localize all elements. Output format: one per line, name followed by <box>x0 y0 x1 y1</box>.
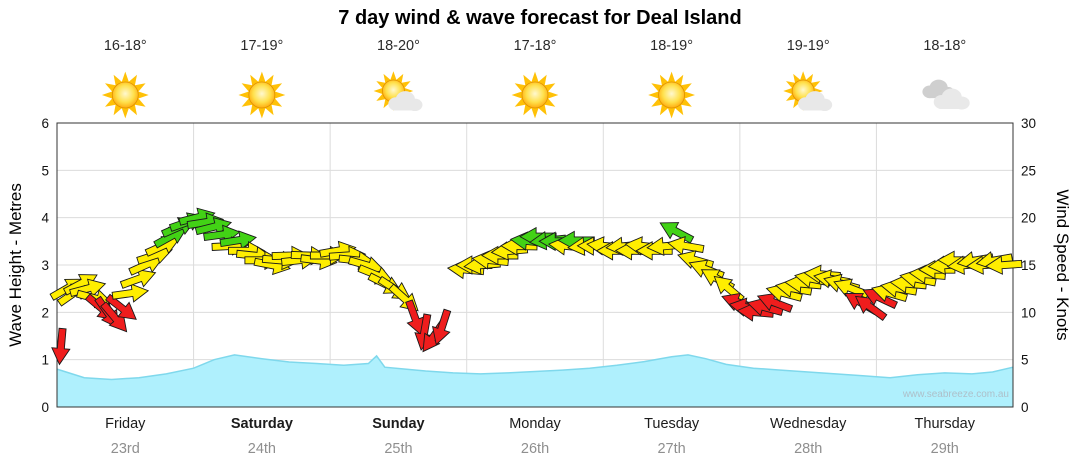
day-temperature: 17-19° <box>240 38 284 54</box>
wind-arrow-shape <box>405 299 425 336</box>
day-temperature: 19-19° <box>786 38 830 54</box>
wind-arrow <box>432 308 452 346</box>
wind-arrow <box>105 293 137 320</box>
wave-axis-tick: 5 <box>41 163 49 178</box>
day-date-label: 28th <box>794 441 823 457</box>
wind-axis-tick: 5 <box>1021 353 1029 368</box>
sun-disc <box>658 81 685 109</box>
wave-axis-tick: 2 <box>41 305 49 320</box>
wave-height-area <box>57 354 1013 407</box>
wind-arrow-shape <box>111 283 150 303</box>
day-name-label: Thursday <box>914 416 975 432</box>
day-date-label: 24th <box>247 441 276 457</box>
day-temperature: 18-19° <box>650 38 694 54</box>
day-date-label: 27th <box>657 441 686 457</box>
sunny-icon <box>648 71 695 119</box>
cloudy-icon <box>922 79 970 110</box>
wind-axis-tick: 0 <box>1021 400 1029 415</box>
day-date-label: 23rd <box>110 441 140 457</box>
day-name-label: Friday <box>105 416 146 432</box>
day-name-label: Wednesday <box>770 416 847 432</box>
wind-arrow-shape <box>666 236 705 256</box>
wind-arrow <box>405 299 425 336</box>
wind-arrow-shape <box>105 293 137 320</box>
wind-arrow <box>666 236 705 256</box>
wind-arrow-shape <box>854 295 888 322</box>
sun-disc <box>111 81 139 109</box>
wind-arrow-shape <box>119 269 157 289</box>
day-name-row: Friday Saturday Sunday Monday Tuesday Wednesd… <box>57 416 1013 432</box>
cloud-shape <box>936 101 964 109</box>
sunny-icon <box>238 71 286 119</box>
page-title: 7 day wind & wave forecast for Deal Isla… <box>338 7 742 29</box>
day-name-label: Monday <box>509 416 561 432</box>
day-date-label: 25th <box>384 441 413 457</box>
wave-axis-tick: 4 <box>41 211 49 226</box>
day-temperature: 18-20° <box>377 38 420 54</box>
day-temperature: 17-18° <box>513 38 557 54</box>
wave-axis-tick: 3 <box>41 258 49 273</box>
wind-axis-tick: 30 <box>1021 116 1036 131</box>
wind-arrow-shape <box>984 255 1023 275</box>
wind-arrow-shape <box>756 292 794 313</box>
partly-cloudy-icon <box>373 71 423 112</box>
partly-cloudy-icon <box>783 71 833 112</box>
wave-height-line <box>56 354 1014 381</box>
wind-axis-title: Wind Speed - Knots <box>1053 189 1072 341</box>
wave-axis-tick: 1 <box>41 353 49 368</box>
day-name-label: Tuesday <box>644 416 700 432</box>
day-name-label: Saturday <box>230 416 293 432</box>
cloud-shape <box>800 102 827 111</box>
day-name-label: Sunday <box>372 416 425 432</box>
wind-arrow <box>51 327 71 366</box>
day-temperature: 16-18° <box>103 38 147 54</box>
wind-arrow-shape <box>432 308 452 346</box>
wind-axis-tick: 15 <box>1021 258 1036 273</box>
wave-axis-title: Wave Height - Metres <box>6 183 25 347</box>
wind-arrow <box>111 283 150 303</box>
day-date-row: 23rd 24th 25th 26th 27th 28th 29th <box>57 441 1013 457</box>
watermark: www.seabreeze.com.au <box>902 389 1009 400</box>
sunny-icon <box>511 71 559 119</box>
wind-arrow-shape <box>51 327 71 366</box>
day-date-label: 26th <box>520 441 550 457</box>
wave-axis-tick: 0 <box>41 400 49 415</box>
wind-arrow <box>119 269 157 289</box>
day-temperature: 18-18° <box>923 38 967 54</box>
wind-axis-tick: 25 <box>1021 163 1036 178</box>
wind-arrow <box>756 292 794 313</box>
wind-axis-tick: 10 <box>1021 305 1036 320</box>
temperature-row: 16-18° 17-19° 18-20° 17-18° 18-19° 19-19° 18-1… <box>57 38 1013 54</box>
day-date-label: 29th <box>930 441 959 457</box>
sunny-icon <box>101 71 149 119</box>
wind-arrow <box>984 255 1023 275</box>
sun-disc <box>248 81 276 109</box>
wind-arrow <box>854 295 888 322</box>
cloud-shape <box>391 102 417 111</box>
wind-axis-tick: 20 <box>1021 211 1036 226</box>
wave-axis-tick: 6 <box>41 116 49 131</box>
sun-disc <box>521 81 549 109</box>
